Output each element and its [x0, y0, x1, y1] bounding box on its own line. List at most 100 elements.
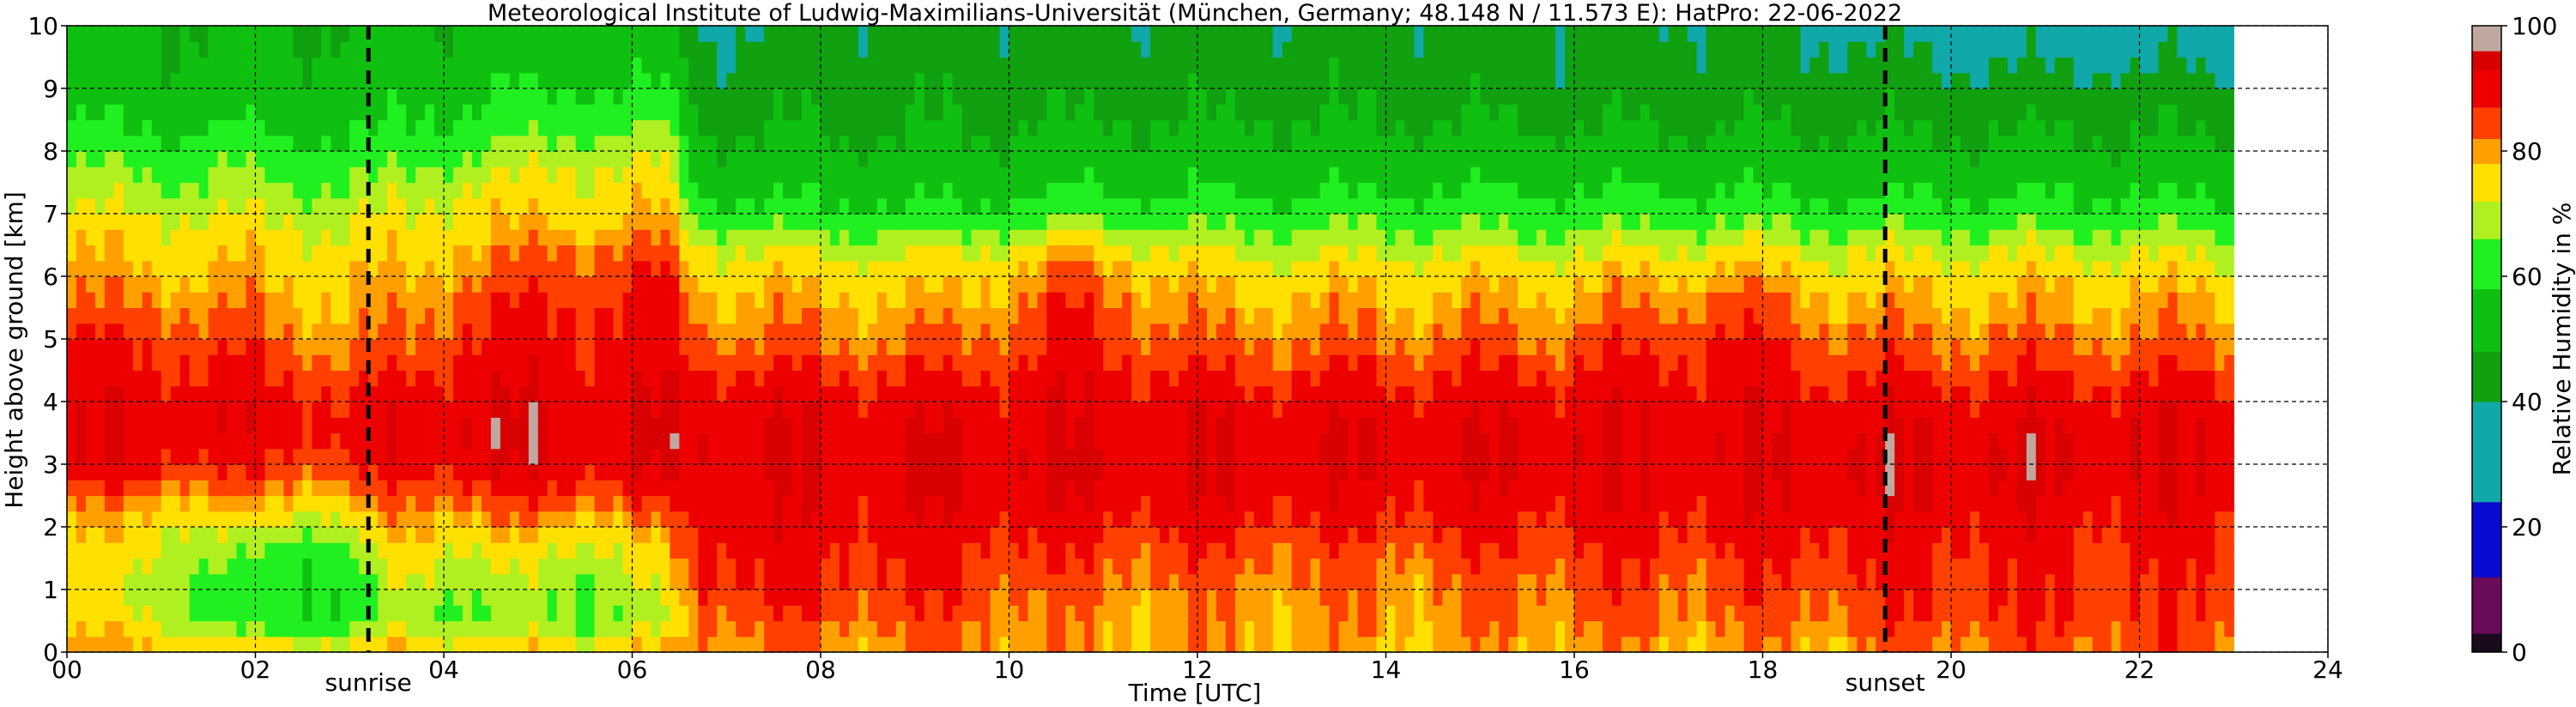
- heatmap-cell: [876, 558, 888, 575]
- heatmap-cell: [594, 135, 605, 152]
- heatmap-cell: [632, 26, 643, 42]
- heatmap-cell: [971, 542, 982, 559]
- heatmap-cell: [717, 448, 727, 465]
- heatmap-cell: [217, 57, 228, 74]
- heatmap-cell: [622, 88, 633, 105]
- heatmap-cell: [933, 573, 944, 590]
- heatmap-cell: [1225, 339, 1236, 355]
- heatmap-cell: [490, 620, 501, 638]
- heatmap-cell: [792, 573, 803, 590]
- heatmap-cell: [641, 88, 652, 105]
- heatmap-cell: [1112, 166, 1123, 184]
- heatmap-cell: [1169, 72, 1179, 89]
- heatmap-cell: [1094, 276, 1104, 293]
- heatmap-cell: [236, 573, 247, 590]
- heatmap-cell: [434, 88, 445, 105]
- heatmap-cell: [378, 57, 388, 74]
- heatmap-cell: [123, 402, 134, 418]
- heatmap-cell: [1131, 260, 1142, 277]
- heatmap-cell: [245, 166, 257, 184]
- heatmap-cell: [660, 229, 670, 246]
- heatmap-cell: [283, 385, 294, 402]
- heatmap-cell: [1141, 495, 1151, 512]
- heatmap-cell: [622, 605, 633, 622]
- heatmap-cell: [622, 57, 633, 74]
- heatmap-cell: [745, 573, 755, 590]
- heatmap-cell: [444, 135, 454, 152]
- heatmap-cell: [764, 464, 774, 480]
- heatmap-cell: [811, 41, 821, 58]
- heatmap-cell: [914, 26, 925, 42]
- heatmap-cell: [274, 605, 285, 622]
- heatmap-cell: [283, 605, 294, 622]
- heatmap-cell: [1122, 558, 1132, 575]
- heatmap-cell: [585, 339, 596, 355]
- heatmap-cell: [500, 41, 511, 58]
- heatmap-cell: [406, 511, 416, 528]
- heatmap-cell: [613, 558, 624, 575]
- heatmap-cell: [264, 151, 276, 167]
- heatmap-cell: [500, 480, 511, 497]
- heatmap-cell: [999, 448, 1010, 465]
- heatmap-cell: [161, 605, 172, 622]
- heatmap-cell: [547, 511, 558, 528]
- heatmap-cell: [821, 620, 831, 638]
- heatmap-cell: [462, 151, 473, 167]
- heatmap-cell: [651, 307, 662, 324]
- heatmap-cell: [943, 620, 954, 638]
- heatmap-cell: [189, 276, 200, 293]
- heatmap-cell: [1179, 135, 1189, 152]
- heatmap-cell: [1046, 417, 1057, 434]
- heatmap-cell: [783, 339, 793, 355]
- heatmap-cell: [717, 182, 727, 199]
- heatmap-cell: [302, 432, 312, 450]
- heatmap-cell: [321, 260, 331, 277]
- heatmap-cell: [886, 214, 897, 230]
- heatmap-cell: [444, 527, 454, 543]
- heatmap-cell: [349, 307, 360, 324]
- heatmap-cell: [264, 432, 276, 450]
- heatmap-cell: [613, 276, 624, 293]
- heatmap-cell: [755, 573, 765, 590]
- heatmap-cell: [302, 620, 312, 638]
- heatmap-cell: [387, 182, 397, 199]
- heatmap-cell: [302, 636, 312, 653]
- heatmap-cell: [547, 229, 558, 246]
- heatmap-cell: [245, 197, 257, 215]
- heatmap-cell: [189, 636, 200, 653]
- heatmap-cell: [528, 354, 539, 372]
- heatmap-cell: [481, 119, 492, 136]
- heatmap-cell: [452, 542, 464, 559]
- heatmap-cell: [1009, 229, 1020, 246]
- heatmap-cell: [123, 527, 134, 543]
- heatmap-cell: [1056, 197, 1066, 215]
- heatmap-cell: [745, 119, 755, 136]
- heatmap-cell: [924, 480, 935, 497]
- heatmap-cell: [452, 480, 464, 497]
- heatmap-cell: [783, 636, 793, 653]
- heatmap-cell: [1046, 229, 1057, 246]
- heatmap-cell: [208, 417, 219, 434]
- heatmap-cell: [651, 448, 662, 465]
- heatmap-cell: [1225, 417, 1236, 434]
- heatmap-cell: [490, 135, 501, 152]
- heatmap-cell: [745, 558, 755, 575]
- heatmap-cell: [189, 448, 200, 465]
- heatmap-cell: [575, 511, 586, 528]
- heatmap-cell: [886, 354, 897, 372]
- heatmap-cell: [980, 307, 991, 324]
- heatmap-cell: [670, 354, 680, 372]
- heatmap-cell: [1018, 354, 1029, 372]
- heatmap-cell: [575, 448, 586, 465]
- heatmap-cell: [481, 385, 492, 402]
- heatmap-cell: [406, 402, 416, 418]
- heatmap-cell: [170, 464, 181, 480]
- heatmap-cell: [594, 57, 605, 74]
- heatmap-cell: [575, 245, 586, 262]
- heatmap-cell: [1018, 432, 1029, 450]
- heatmap-cell: [462, 370, 473, 387]
- heatmap-cell: [679, 41, 689, 58]
- heatmap-cell: [123, 292, 134, 309]
- heatmap-cell: [933, 464, 944, 480]
- heatmap-cell: [736, 464, 746, 480]
